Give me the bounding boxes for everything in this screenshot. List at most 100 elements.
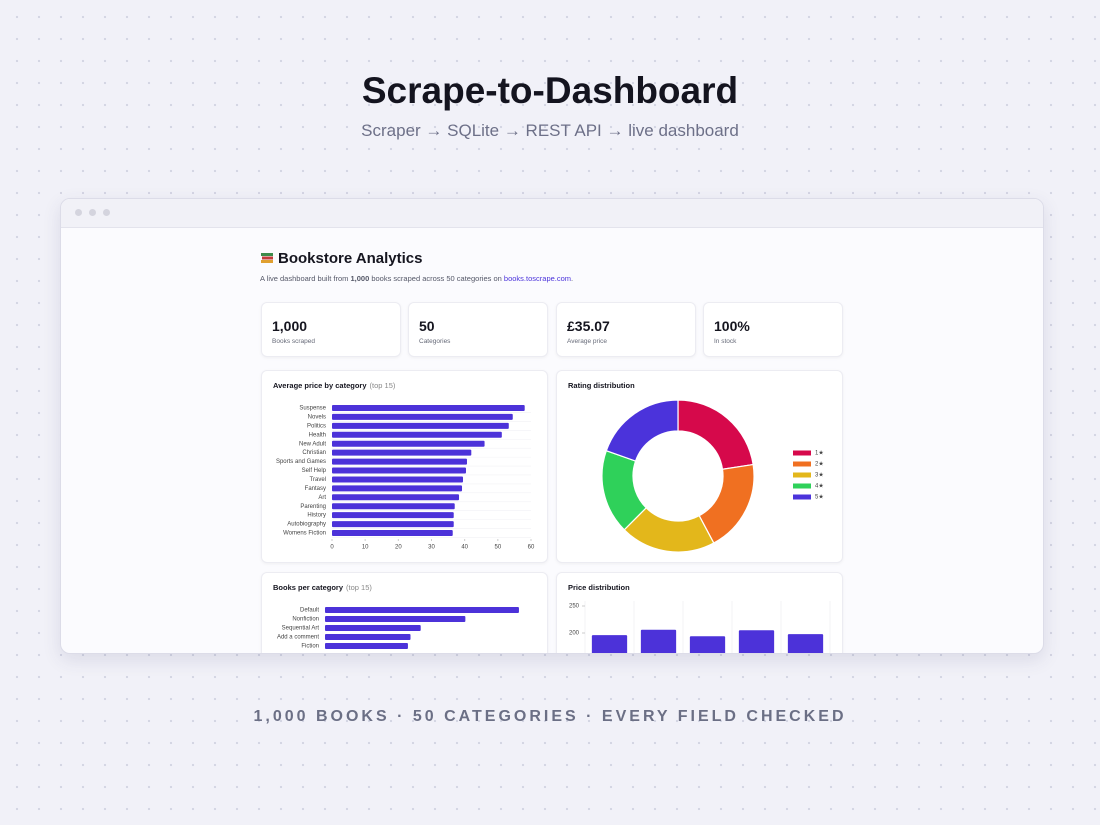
- stat-card: 50 Categories: [408, 302, 548, 357]
- chart-title-text: Books per category: [273, 583, 344, 592]
- category-label: Self Help: [302, 468, 327, 474]
- legend-label: 4★: [815, 483, 824, 490]
- intro-text: A live dashboard built from: [260, 274, 351, 283]
- legend-label: 1★: [815, 450, 824, 457]
- source-link[interactable]: books.toscrape.com: [503, 274, 572, 283]
- category-label: Parenting: [300, 504, 326, 510]
- bar: [332, 405, 525, 411]
- category-label: Travel: [310, 477, 326, 483]
- category-label: Fiction: [301, 644, 319, 650]
- bar: [332, 431, 502, 438]
- page-title: Scrape-to-Dashboard: [361, 70, 739, 111]
- legend-swatch: [793, 472, 811, 478]
- legend-swatch: [793, 483, 811, 489]
- stat-label: Average price: [567, 338, 607, 345]
- legend-swatch: [793, 494, 811, 500]
- x-tick-label: 50: [494, 545, 501, 551]
- chart-title: Average price by category (top 15): [273, 381, 396, 390]
- x-tick-label: 40: [461, 545, 468, 551]
- chart-title: Rating distribution: [568, 381, 635, 390]
- category-label: Default: [300, 608, 319, 614]
- stat-value: 100%: [714, 318, 750, 334]
- window-dot: [75, 209, 82, 216]
- bar: [332, 521, 454, 528]
- legend-label: 2★: [815, 461, 824, 468]
- chart-card: Price distribution 200 250: [556, 572, 843, 653]
- category-label: Suspense: [299, 406, 326, 412]
- chart: Average price by category (top 15) Suspens…: [273, 381, 535, 551]
- x-tick-label: 10: [362, 545, 369, 551]
- footer-tagline: 1,000 BOOKS · 50 CATEGORIES · EVERY FIEL…: [253, 708, 847, 725]
- donut-slice: [677, 399, 754, 470]
- category-label: Autobiography: [287, 522, 326, 528]
- bar: [332, 413, 513, 420]
- chart-title: Price distribution: [568, 583, 630, 592]
- x-tick-label: 20: [395, 545, 402, 551]
- x-tick-label: 60: [528, 545, 535, 551]
- category-label: Christian: [302, 450, 326, 456]
- stat-value: 1,000: [272, 318, 308, 334]
- legend-swatch: [793, 461, 811, 467]
- window-dot: [89, 209, 96, 216]
- bar: [332, 530, 453, 537]
- window-dot: [103, 209, 110, 216]
- chart: Books per category (top 15) Default Nonfict…: [273, 583, 519, 650]
- stat-value: 50: [419, 318, 435, 334]
- category-label: Health: [309, 432, 326, 438]
- bar: [332, 512, 454, 519]
- category-label: Novels: [308, 415, 326, 421]
- bar: [787, 634, 824, 653]
- bar: [332, 467, 466, 474]
- dashboard-title: Bookstore Analytics: [278, 250, 423, 267]
- chart-title-text: Average price by category: [273, 381, 367, 390]
- bar: [332, 494, 460, 501]
- bar: [332, 440, 485, 447]
- legend-label: 5★: [815, 494, 824, 501]
- category-label: New Adult: [299, 441, 326, 447]
- bar: [325, 616, 466, 622]
- category-label: Fantasy: [305, 486, 326, 492]
- chart-card: Rating distribution 1★ 2★ 3★ 4★ 5★: [556, 370, 843, 563]
- chart-card: Books per category (top 15) Default Nonfict…: [261, 572, 548, 653]
- category-label: Politics: [307, 423, 326, 429]
- bar: [332, 422, 509, 429]
- stat-card: 100% In stock: [703, 302, 843, 357]
- stat-label: Categories: [419, 338, 451, 345]
- bar: [332, 476, 464, 483]
- category-label: Womens Fiction: [283, 531, 326, 537]
- bar: [332, 449, 472, 456]
- chart: Price distribution 200 250: [568, 583, 831, 653]
- chart-title-text: Rating distribution: [568, 381, 635, 390]
- category-label: Art: [318, 495, 326, 501]
- category-label: Sports and Games: [276, 459, 326, 465]
- bar: [591, 635, 628, 653]
- window-bar: [61, 199, 1043, 228]
- category-label: Add a comment: [277, 635, 319, 641]
- chart-note: (top 15): [346, 583, 372, 592]
- category-label: Nonfiction: [292, 617, 319, 623]
- chart-title-text: Price distribution: [568, 583, 630, 592]
- intro-text: books scraped across 50 categories on: [369, 274, 504, 283]
- bar: [325, 625, 421, 631]
- y-tick-label: 250: [569, 604, 580, 610]
- chart: Rating distribution 1★ 2★ 3★ 4★ 5★: [568, 381, 824, 553]
- legend-swatch: [793, 450, 811, 456]
- y-tick-label: 200: [569, 631, 580, 637]
- intro-text: .: [571, 274, 574, 283]
- stat-label: In stock: [714, 338, 737, 345]
- browser-window: Bookstore Analytics A live dashboard bui…: [60, 198, 1044, 654]
- stat-card: £35.07 Average price: [556, 302, 696, 357]
- chart-title: Books per category (top 15): [273, 583, 372, 592]
- donut-slice: [605, 399, 679, 462]
- intro-count: 1,000: [350, 274, 370, 283]
- books-icon: [261, 253, 273, 263]
- bar: [332, 458, 467, 465]
- stat-value: £35.07: [567, 318, 610, 334]
- category-label: Sequential Art: [282, 626, 320, 632]
- stat-label: Books scraped: [272, 338, 315, 345]
- stat-card: 1,000 Books scraped: [261, 302, 401, 357]
- bar: [332, 503, 455, 510]
- bar: [332, 485, 463, 492]
- x-tick-label: 30: [428, 545, 435, 551]
